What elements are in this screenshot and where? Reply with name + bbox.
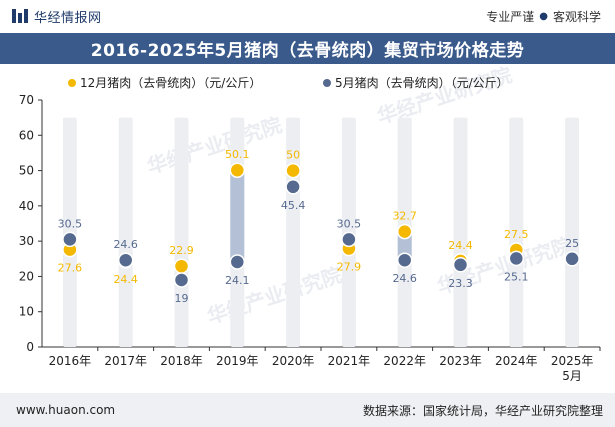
dec-point [396,223,413,240]
dec-point-label: 27.6 [58,262,83,275]
column-background [453,117,468,347]
x-tick-label: 2018年 [160,354,203,368]
may-point [117,252,134,268]
may-point-label: 24.1 [225,274,250,287]
y-tick-label: 30 [19,234,34,248]
may-point-label: 24.6 [113,238,138,251]
brand-name: 华经情报网 [34,10,102,26]
range-bar [230,170,245,262]
y-tick-label: 0 [26,340,34,354]
may-point [229,254,246,270]
legend-label-dec: 12月猪肉（去骨统肉）（元/公斤） [80,76,261,90]
dec-point-label: 27.9 [337,261,362,274]
dec-point-label: 22.9 [169,244,194,257]
dec-point-label: 27.5 [504,228,529,241]
may-point [62,231,78,248]
may-point-label: 23.3 [448,277,473,290]
slogan-left: 专业严谨 [486,9,535,24]
may-point [285,179,301,195]
top-bar: 华经情报网 专业严谨 ● 客观科学 [0,0,615,32]
may-point [173,272,190,288]
dec-point-label: 24.4 [113,273,138,286]
dec-point [285,162,301,179]
watermark-text: 华经产业研究院 [144,113,285,179]
column-background [565,117,580,347]
x-tick-label: 2022年 [383,354,426,368]
footer: www.huaon.com 数据来源：国家统计局，华经产业研究院整理 [0,393,615,427]
y-tick-label: 10 [19,305,34,319]
dec-point-label: 50 [286,149,300,162]
range-bar [397,231,412,261]
dec-point [173,258,190,274]
dec-point [229,162,246,178]
x-tick-label: 2021年 [328,354,371,368]
plot-area: 0 10 20 30 40 50 60 70 2016年 2017年 2018年 2019年 2020年… [19,93,601,383]
column-background [174,117,189,347]
may-point-label: 24.6 [392,272,417,285]
legend-marker-may [323,79,331,87]
x-tick-label: 2020年 [272,354,315,368]
may-point-label: 45.4 [281,199,306,212]
may-point-label: 19 [175,292,189,305]
legend-marker-dec [68,79,76,87]
column-background [118,117,133,347]
may-point [564,251,580,267]
may-point [341,231,357,248]
may-point [452,257,469,273]
may-point-label: 25 [565,237,579,250]
y-tick-label: 40 [19,199,34,213]
legend: 12月猪肉（去骨统肉）（元/公斤） 5月猪肉（去骨统肉）（元/公斤） [68,76,509,90]
may-point-label: 30.5 [337,217,362,230]
dec-point-label: 24.4 [448,239,473,252]
y-tick-label: 50 [19,164,34,178]
x-tick-label: 2017年 [104,354,147,368]
x-tick-label: 2023年 [439,354,482,368]
may-point-label: 25.1 [504,270,529,283]
brand: 华经情报网 [12,7,102,26]
x-tick-label: 2024年 [495,354,538,368]
footer-source: 数据来源：国家统计局，华经产业研究院整理 [362,403,603,418]
slogan: 专业严谨 ● 客观科学 [486,8,601,25]
slogan-separator: ● [539,10,548,22]
slogan-right: 客观科学 [552,9,601,24]
y-tick-label: 60 [19,128,34,142]
chart-title: 2016-2025年5月猪肉（去骨统肉）集贸市场价格走势 [0,33,615,64]
watermark-text: 华经产业研究院 [374,64,515,129]
y-tick-label: 20 [19,269,34,283]
legend-label-may: 5月猪肉（去骨统肉）（元/公斤） [335,76,509,90]
may-point [508,250,525,267]
may-point [396,252,413,268]
column-background [509,117,524,347]
dec-point-label: 50.1 [225,148,250,161]
brand-logo-icon [12,9,28,23]
dec-point-label: 32.7 [392,210,417,223]
footer-url[interactable]: www.huaon.com [16,403,116,417]
x-tick-label: 2019年 [216,354,259,368]
x-tick-label: 2016年 [49,354,92,368]
may-point-label: 30.5 [58,217,83,230]
y-tick-label: 70 [19,93,34,107]
watermark-text: 华经产业研究院 [204,263,345,329]
x-tick-label: 2025年 5月 [551,354,594,383]
